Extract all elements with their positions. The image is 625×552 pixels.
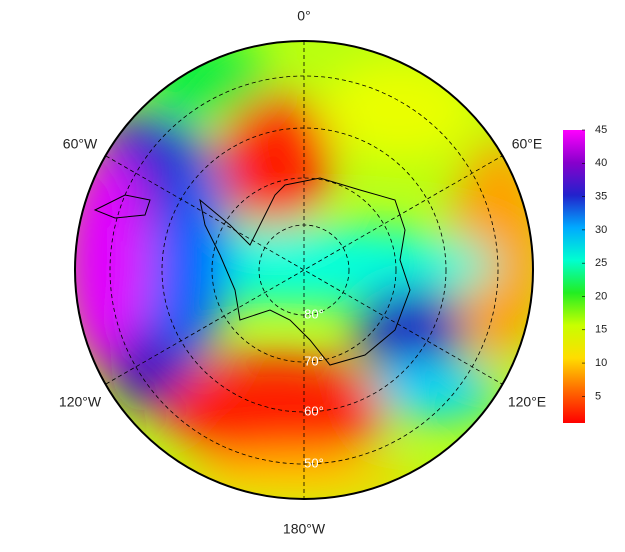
longitude-label: 0°	[297, 8, 310, 24]
coastline	[199, 177, 411, 366]
colorbar-tick-label: 20	[595, 290, 607, 302]
longitude-label: 120°W	[59, 394, 102, 410]
colorbar: 5 10 15 20 25 30 35 40 45	[563, 124, 607, 423]
field	[75, 41, 533, 499]
map-border	[74, 40, 534, 500]
latitude-label: 80°	[304, 306, 324, 321]
latitude-label: 70°	[304, 353, 324, 368]
longitude-label: 120°E	[508, 394, 546, 410]
longitude-label: 60°W	[63, 136, 98, 152]
colorbar-bar	[563, 130, 585, 423]
coastline	[93, 194, 151, 219]
latitude-label: 60°	[304, 403, 324, 418]
colorbar-tick-label: 25	[595, 257, 607, 269]
colorbar-tick-label: 35	[595, 190, 607, 202]
colorbar-tick-label: 10	[595, 357, 607, 369]
colorbar-tick-label: 45	[595, 124, 607, 136]
longitude-label: 180°W	[283, 521, 326, 537]
graticule	[105, 41, 503, 499]
colorbar-tick-label: 30	[595, 224, 607, 236]
colorbar-tick-label: 5	[595, 390, 601, 402]
latitude-label: 50°	[304, 455, 324, 470]
colorbar-tick-label: 40	[595, 157, 607, 169]
colorbar-tick-label: 15	[595, 324, 607, 336]
longitude-label: 60°E	[512, 136, 543, 152]
